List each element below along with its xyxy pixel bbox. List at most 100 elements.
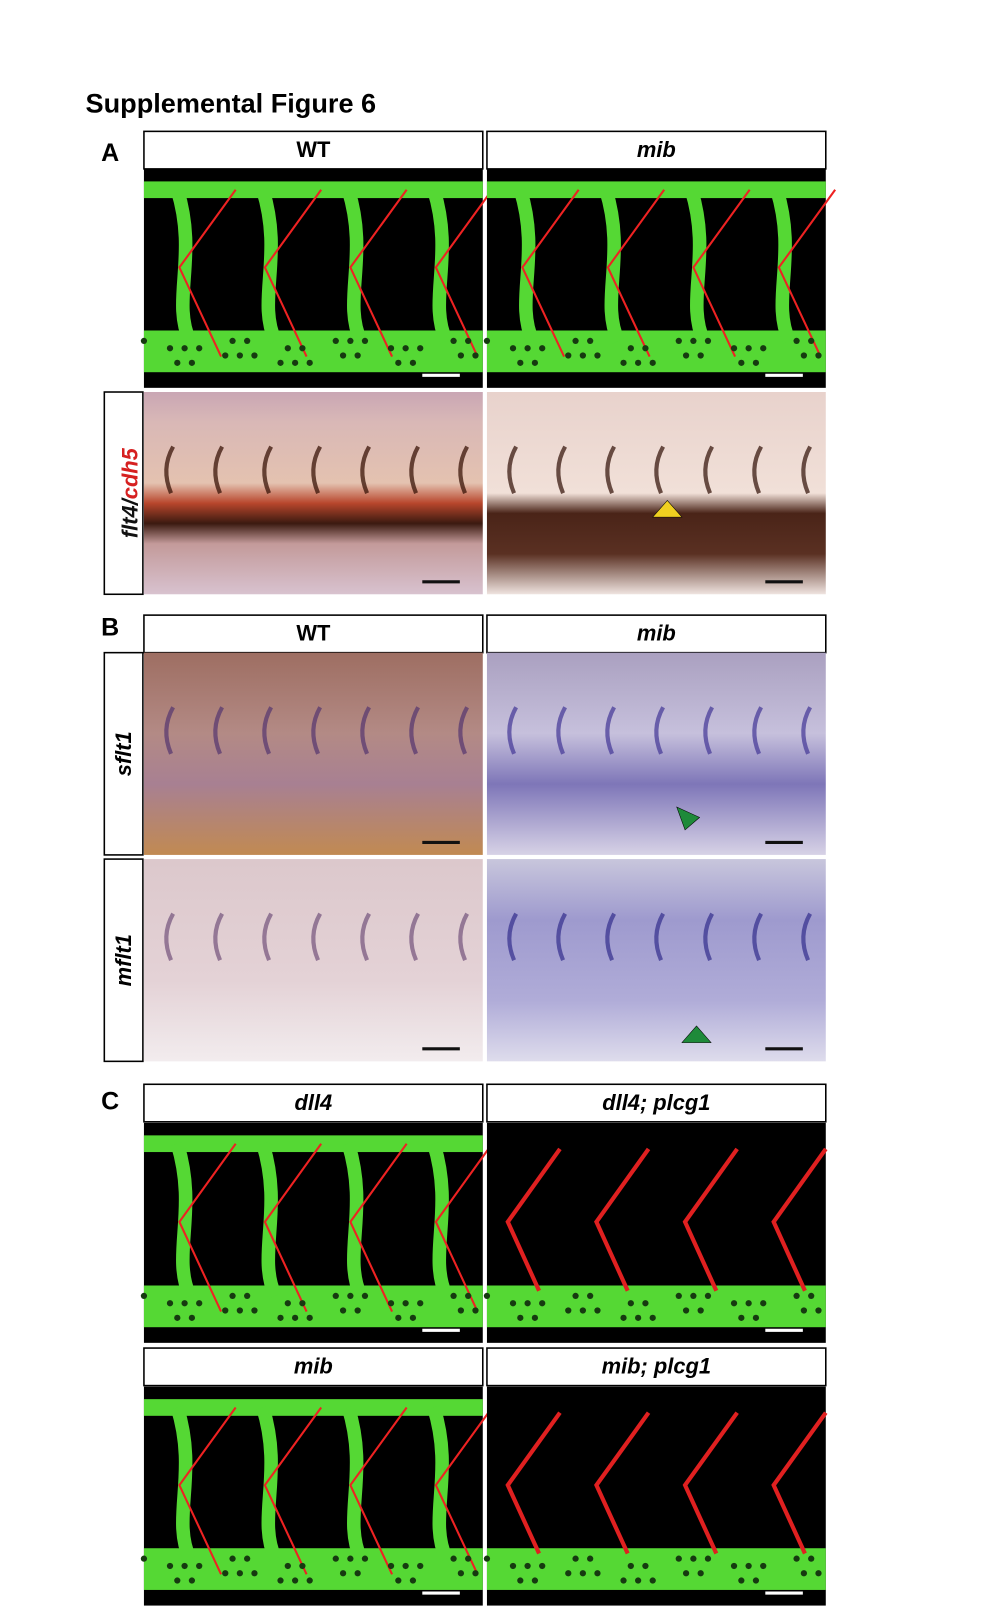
- stain: [262, 445, 273, 494]
- texture: [539, 1562, 546, 1570]
- stain: [409, 706, 420, 755]
- texture: [800, 1570, 808, 1577]
- texture: [697, 1570, 704, 1577]
- texture: [222, 1307, 229, 1314]
- texture: [483, 1292, 491, 1300]
- arrowhead: [681, 1025, 712, 1043]
- texture: [409, 359, 417, 366]
- stain: [556, 706, 567, 755]
- texture: [642, 1562, 649, 1570]
- texture: [690, 1292, 697, 1300]
- vessel: [178, 189, 237, 358]
- texture: [594, 1570, 601, 1577]
- texture: [627, 1562, 634, 1570]
- stain: [262, 706, 273, 755]
- micrograph: [483, 168, 837, 388]
- texture: [649, 1577, 656, 1584]
- texture: [277, 1577, 284, 1584]
- texture: [594, 1307, 601, 1314]
- texture: [572, 1292, 579, 1300]
- vessel: [341, 1405, 368, 1562]
- texture: [402, 345, 409, 352]
- texture: [222, 352, 229, 359]
- texture: [565, 352, 572, 359]
- texture: [306, 1577, 313, 1584]
- texture: [457, 1570, 465, 1577]
- stain: [605, 912, 616, 962]
- texture: [417, 1562, 424, 1570]
- micrograph: [486, 859, 826, 1062]
- vessel: [599, 187, 625, 344]
- texture: [166, 345, 174, 352]
- texture: [682, 1307, 690, 1314]
- stain: [409, 912, 420, 962]
- stain: [654, 706, 665, 755]
- vessel: [170, 1141, 197, 1299]
- vessel-band: [486, 1285, 826, 1328]
- texture: [450, 337, 457, 345]
- texture: [291, 359, 299, 366]
- texture: [587, 337, 594, 345]
- stain: [556, 912, 567, 962]
- row-label-box: [103, 651, 144, 856]
- texture: [387, 1300, 395, 1307]
- stain: [164, 706, 175, 755]
- texture: [236, 1570, 243, 1577]
- vessel: [427, 1141, 453, 1299]
- texture: [579, 352, 586, 359]
- texture: [465, 337, 472, 345]
- stain: [458, 706, 469, 755]
- texture: [361, 1292, 369, 1300]
- texture: [174, 1314, 181, 1321]
- vessel: [692, 189, 751, 358]
- texture: [361, 337, 369, 345]
- texture: [332, 1292, 339, 1300]
- texture: [539, 1300, 546, 1307]
- texture: [251, 1307, 258, 1314]
- texture: [524, 345, 531, 352]
- column-header: dll4: [295, 1090, 333, 1115]
- stain: [556, 445, 567, 494]
- micrograph: [483, 1386, 828, 1606]
- texture: [531, 1577, 539, 1584]
- stain: [654, 445, 665, 494]
- texture: [450, 1292, 457, 1300]
- texture: [815, 352, 822, 359]
- texture: [347, 337, 354, 345]
- texture: [229, 1292, 236, 1300]
- micrograph: [143, 392, 483, 595]
- texture: [509, 1300, 517, 1307]
- texture: [417, 345, 424, 352]
- texture: [306, 1314, 313, 1321]
- row-label: mflt1: [111, 934, 136, 986]
- micrograph: [143, 652, 483, 855]
- stain: [801, 445, 812, 494]
- texture: [354, 352, 361, 359]
- texture: [572, 1555, 579, 1562]
- stain: [752, 912, 763, 962]
- texture: [539, 345, 546, 352]
- row-label-box: [103, 858, 144, 1063]
- texture: [457, 352, 465, 359]
- stain: [409, 445, 420, 494]
- row-label-part: flt4: [117, 505, 142, 538]
- texture: [465, 1555, 472, 1562]
- texture: [417, 1300, 424, 1307]
- texture: [196, 1300, 203, 1307]
- texture: [760, 1562, 767, 1570]
- texture: [642, 345, 649, 352]
- stain: [360, 706, 371, 755]
- stain: [703, 912, 714, 962]
- vessel-band: [143, 1399, 483, 1416]
- stain: [801, 706, 812, 755]
- texture: [196, 345, 203, 352]
- texture: [229, 1555, 236, 1562]
- texture: [465, 1292, 472, 1300]
- stain: [507, 706, 518, 755]
- row-label: sflt1: [111, 731, 136, 776]
- vessel-band: [143, 330, 483, 373]
- texture: [704, 1555, 712, 1562]
- texture: [745, 1562, 752, 1570]
- texture: [697, 352, 704, 359]
